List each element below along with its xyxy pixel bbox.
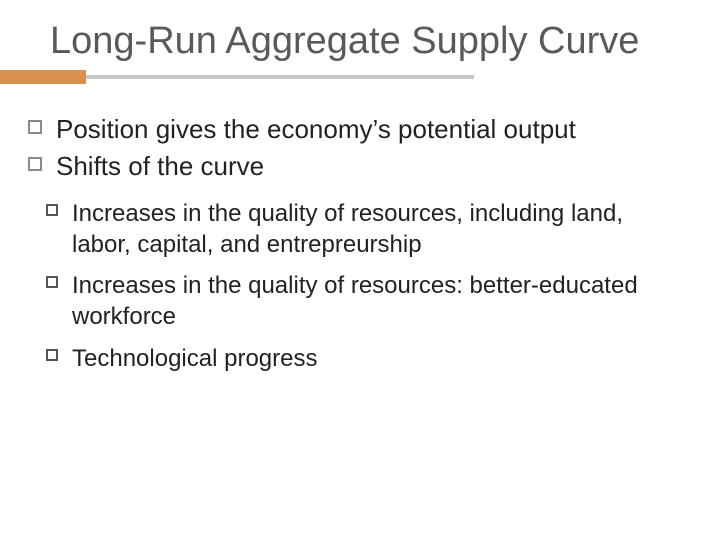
slide: Long-Run Aggregate Supply Curve Position…	[0, 0, 720, 540]
square-bullet-icon	[28, 157, 42, 171]
list-item: Shifts of the curve Increases in the qua…	[56, 149, 680, 374]
sub-item-lead: Technological	[72, 345, 217, 372]
sub-item-lead: Increases	[72, 200, 176, 227]
underline-accent	[0, 70, 86, 84]
underline-rest	[86, 75, 474, 79]
sub-list-item: Technological progress	[72, 343, 680, 374]
title-block: Long-Run Aggregate Supply Curve	[50, 20, 680, 84]
square-bullet-icon	[46, 204, 58, 216]
sub-bullet-list: Increases in the quality of resources, i…	[72, 198, 680, 374]
sub-list-item: Increases in the quality of resources: b…	[72, 270, 680, 332]
list-item: Position gives the economy’s potential o…	[56, 112, 680, 147]
square-bullet-icon	[46, 276, 58, 288]
body: Position gives the economy’s potential o…	[56, 112, 680, 374]
list-item-text: Position gives the economy’s potential o…	[56, 114, 576, 144]
title-underline	[0, 70, 474, 84]
square-bullet-icon	[28, 120, 42, 134]
list-item-text: Shifts of the curve	[56, 151, 264, 181]
sub-item-cont: progress	[217, 345, 317, 372]
square-bullet-icon	[46, 349, 58, 361]
bullet-list: Position gives the economy’s potential o…	[56, 112, 680, 374]
sub-item-lead: Increases	[72, 272, 176, 299]
page-title: Long-Run Aggregate Supply Curve	[50, 20, 680, 64]
sub-list-item: Increases in the quality of resources, i…	[72, 198, 680, 260]
